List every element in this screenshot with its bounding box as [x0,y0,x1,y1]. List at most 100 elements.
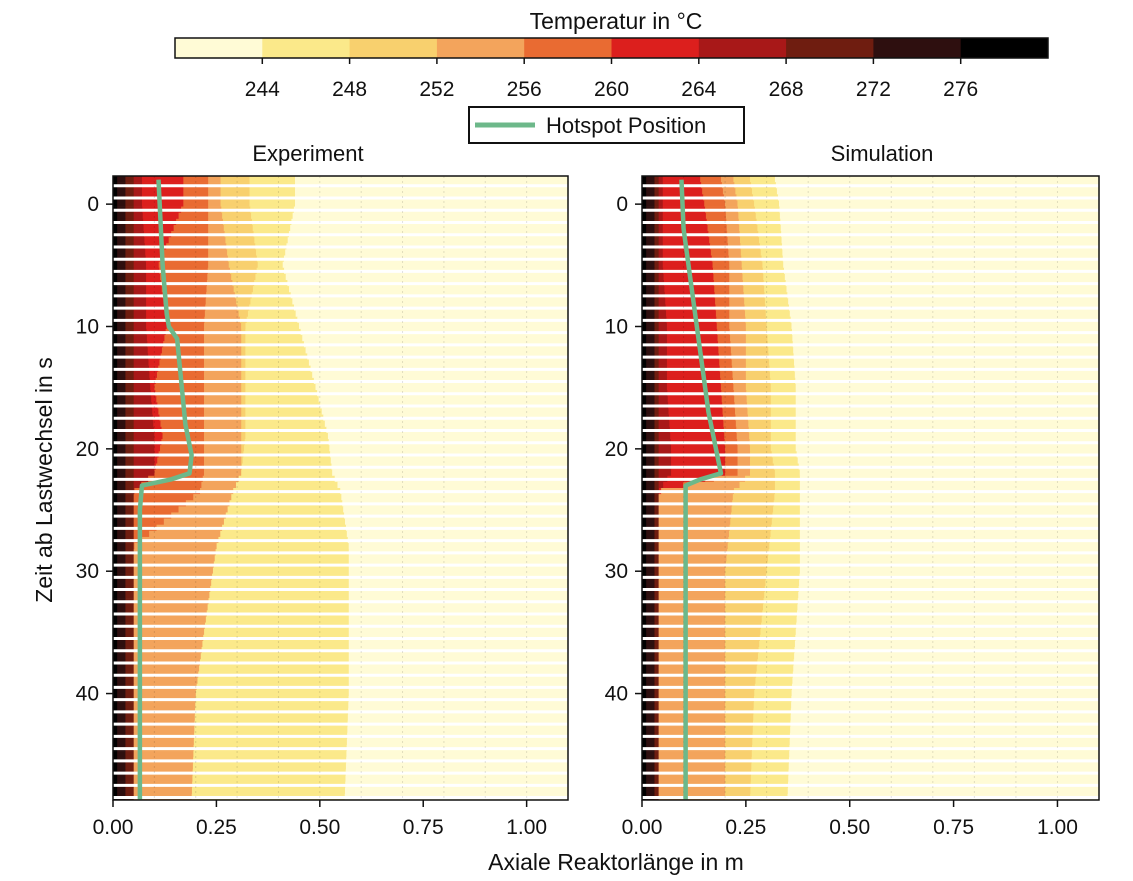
heatmap-cell [764,592,799,599]
heatmap-cell [113,543,118,550]
heatmap-cell [348,592,443,599]
heatmap-cell [125,653,135,660]
heatmap-cell [784,273,851,281]
heatmap-cell [117,286,126,293]
heatmap-cell [125,604,135,611]
heatmap-cell [646,359,655,366]
heatmap-cell [117,469,126,477]
heatmap-cell [658,616,726,623]
heatmap-cell [125,530,135,538]
colorbar: 244 248 252 256 260 264 268 272 276 [174,37,1049,101]
heatmap-cell [152,408,159,415]
heatmap-cell [113,188,118,195]
heatmap-cell [295,188,385,195]
heatmap-cell [797,604,868,611]
heatmap-cell [209,592,350,599]
heatmap-cell [125,237,135,244]
heatmap-cell [133,212,144,220]
heatmap-cell [642,249,647,256]
heatmap-cell [642,469,647,477]
heatmap-cell [767,555,801,562]
heatmap-cell [159,359,205,366]
heatmap-cell [117,432,126,440]
legend: Hotspot Position [468,106,745,144]
heatmap-cell [245,408,323,415]
heatmap-cell [750,775,789,782]
x-tick-label: 0.50 [829,816,870,839]
heatmap-cell [663,481,684,489]
heatmap-cell [666,335,718,342]
heatmap-cell [654,176,660,183]
heatmap-cell [220,530,348,538]
heatmap-cell [658,249,664,256]
heatmap-cell [227,506,344,513]
colorbar-tick-label: 264 [681,78,716,101]
heatmap-cell [220,188,250,195]
heatmap-cell [642,726,647,734]
heatmap-cell [207,273,232,281]
heatmap-cell [133,604,209,611]
heatmap-cell [658,751,726,758]
heatmap-cell [158,408,205,415]
heatmap-cell [141,200,184,207]
heatmap-cell [646,469,655,477]
heatmap-cell [125,200,135,207]
heatmap-cell [666,310,717,318]
heatmap-cell [289,286,380,293]
heatmap-cell [765,310,791,318]
heatmap-cell [646,702,655,709]
heatmap-cell [144,237,170,244]
heatmap-cell [348,665,442,672]
heatmap-cell [241,359,246,366]
heatmap-cell [113,775,118,782]
heatmap-cell [646,481,655,489]
heatmap-cell [764,286,787,293]
heatmap-cell [244,445,330,452]
heatmap-cell [125,763,135,770]
heatmap-cell [183,200,209,207]
heatmap-cell [194,726,348,734]
heatmap-cell [245,371,313,379]
heatmap-cell [133,445,155,452]
heatmap-cell [737,469,751,477]
heatmap-cell [795,384,855,391]
heatmap-cell [753,702,792,709]
heatmap-cell [161,286,207,293]
y-axis-label: Zeit ab Lastwechsel in s [31,357,57,602]
heatmap-cell [654,286,660,293]
heatmap-cell [125,188,135,195]
heatmap-cell [725,775,752,782]
heatmap-cell [125,726,135,734]
heatmap-cell [117,763,126,770]
panel-frame [112,175,569,801]
heatmap-cell [646,665,655,672]
heatmap-cell [642,310,647,318]
heatmap-cell [786,286,851,293]
heatmap-cell [225,237,255,244]
heatmap-cell [241,335,246,342]
heatmap-cell [764,298,789,305]
heatmap-cell [748,420,772,428]
heatmap-cell [125,322,135,330]
heatmap-cell [722,188,736,195]
heatmap-cell [133,310,147,318]
heatmap-cell [141,481,202,489]
heatmap-cell [154,384,205,391]
heatmap-cell [669,420,724,428]
heatmap-cell [133,384,151,391]
heatmap-cell [642,738,647,746]
heatmap-cell [178,212,209,220]
heatmap-cell [223,224,254,232]
heatmap-cell [794,653,870,660]
heatmap-cell [125,787,135,795]
heatmap-cell [654,702,660,709]
heatmap-cell [747,408,772,415]
heatmap-cell [117,653,126,660]
heatmap-cell [133,420,154,428]
heatmap-cell [642,481,647,489]
heatmap-cell [252,224,291,232]
heatmap-cell [725,653,759,660]
heatmap-cell [654,224,660,232]
heatmap-cell [642,371,647,379]
heatmap-cell [642,714,647,721]
